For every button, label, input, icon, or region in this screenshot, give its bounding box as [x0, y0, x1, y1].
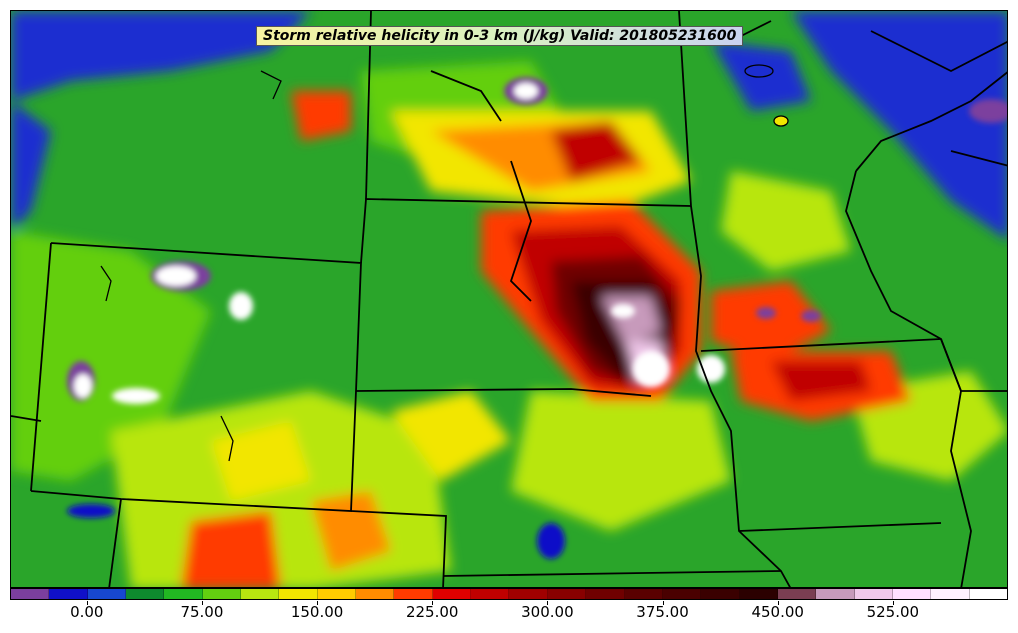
colorbar-tick-label: 150.00 [290, 603, 344, 621]
colorbar-tick-mark [547, 601, 549, 605]
colorbar-swatch [202, 589, 242, 599]
colorbar-swatch [87, 589, 127, 599]
colorbar-swatch [241, 589, 280, 599]
colorbar-tick-label: 525.00 [866, 603, 920, 621]
colorbar-tick-label: 375.00 [636, 603, 689, 621]
colorbar-swatch [662, 589, 702, 599]
colorbar-swatch [432, 589, 472, 599]
colorado-boundary [30, 242, 362, 512]
colorbar-ticks: 0.00 75.00 150.00 225.00 300.00 375.00 450.00 5… [10, 601, 1008, 629]
colorbar-tick-label: 75.00 [180, 603, 224, 621]
colorbar-tick-mark [777, 601, 779, 605]
colorbar-tick-mark [662, 601, 664, 605]
small-features [67, 77, 1007, 559]
colorbar-tick-mark [432, 601, 434, 605]
colorbar-swatch [11, 589, 50, 599]
colorbar-swatch [816, 589, 855, 599]
lakes-and-rivers [100, 64, 789, 462]
map-title: Storm relative helicity in 0-3 km (J/kg)… [256, 26, 744, 46]
colorbar-swatch [547, 589, 587, 599]
colorbar-tick-mark [892, 601, 894, 605]
colorbar-swatch [356, 589, 395, 599]
colorbar-swatch [317, 589, 357, 599]
colorbar-tick-label: 450.00 [751, 603, 804, 621]
colorbar-swatch [279, 589, 318, 599]
colorbar-swatch [931, 589, 970, 599]
colorbar-swatch [739, 589, 778, 599]
colorbar-swatch [164, 589, 203, 599]
colorbar-tick-label: 225.00 [405, 603, 459, 621]
utah-colorado-line [30, 242, 52, 492]
colorbar-tick-mark [201, 601, 203, 605]
colorbar-tick-mark [317, 601, 319, 605]
colorbar [10, 588, 1008, 600]
colorbar-swatch [777, 589, 817, 599]
colorbar-swatch [969, 589, 1007, 599]
colorbar-swatch [471, 589, 510, 599]
colorbar-swatch [49, 589, 88, 599]
colorbar-swatch [892, 589, 932, 599]
colorbar-swatch [394, 589, 433, 599]
colorbar-swatch [509, 589, 548, 599]
map-panel: Storm relative helicity in 0-3 km (J/kg)… [10, 10, 1008, 588]
colorbar-swatch [854, 589, 893, 599]
colorbar-tick-label: 300.00 [521, 603, 574, 621]
colorbar-swatch [126, 589, 165, 599]
colorbar-swatch [624, 589, 663, 599]
helicity-map [11, 11, 1007, 587]
colorbar-swatch [586, 589, 625, 599]
colorbar-tick-label: 0.00 [70, 603, 104, 621]
colorbar-swatch [701, 589, 740, 599]
colorbar-tick-mark [86, 601, 88, 605]
